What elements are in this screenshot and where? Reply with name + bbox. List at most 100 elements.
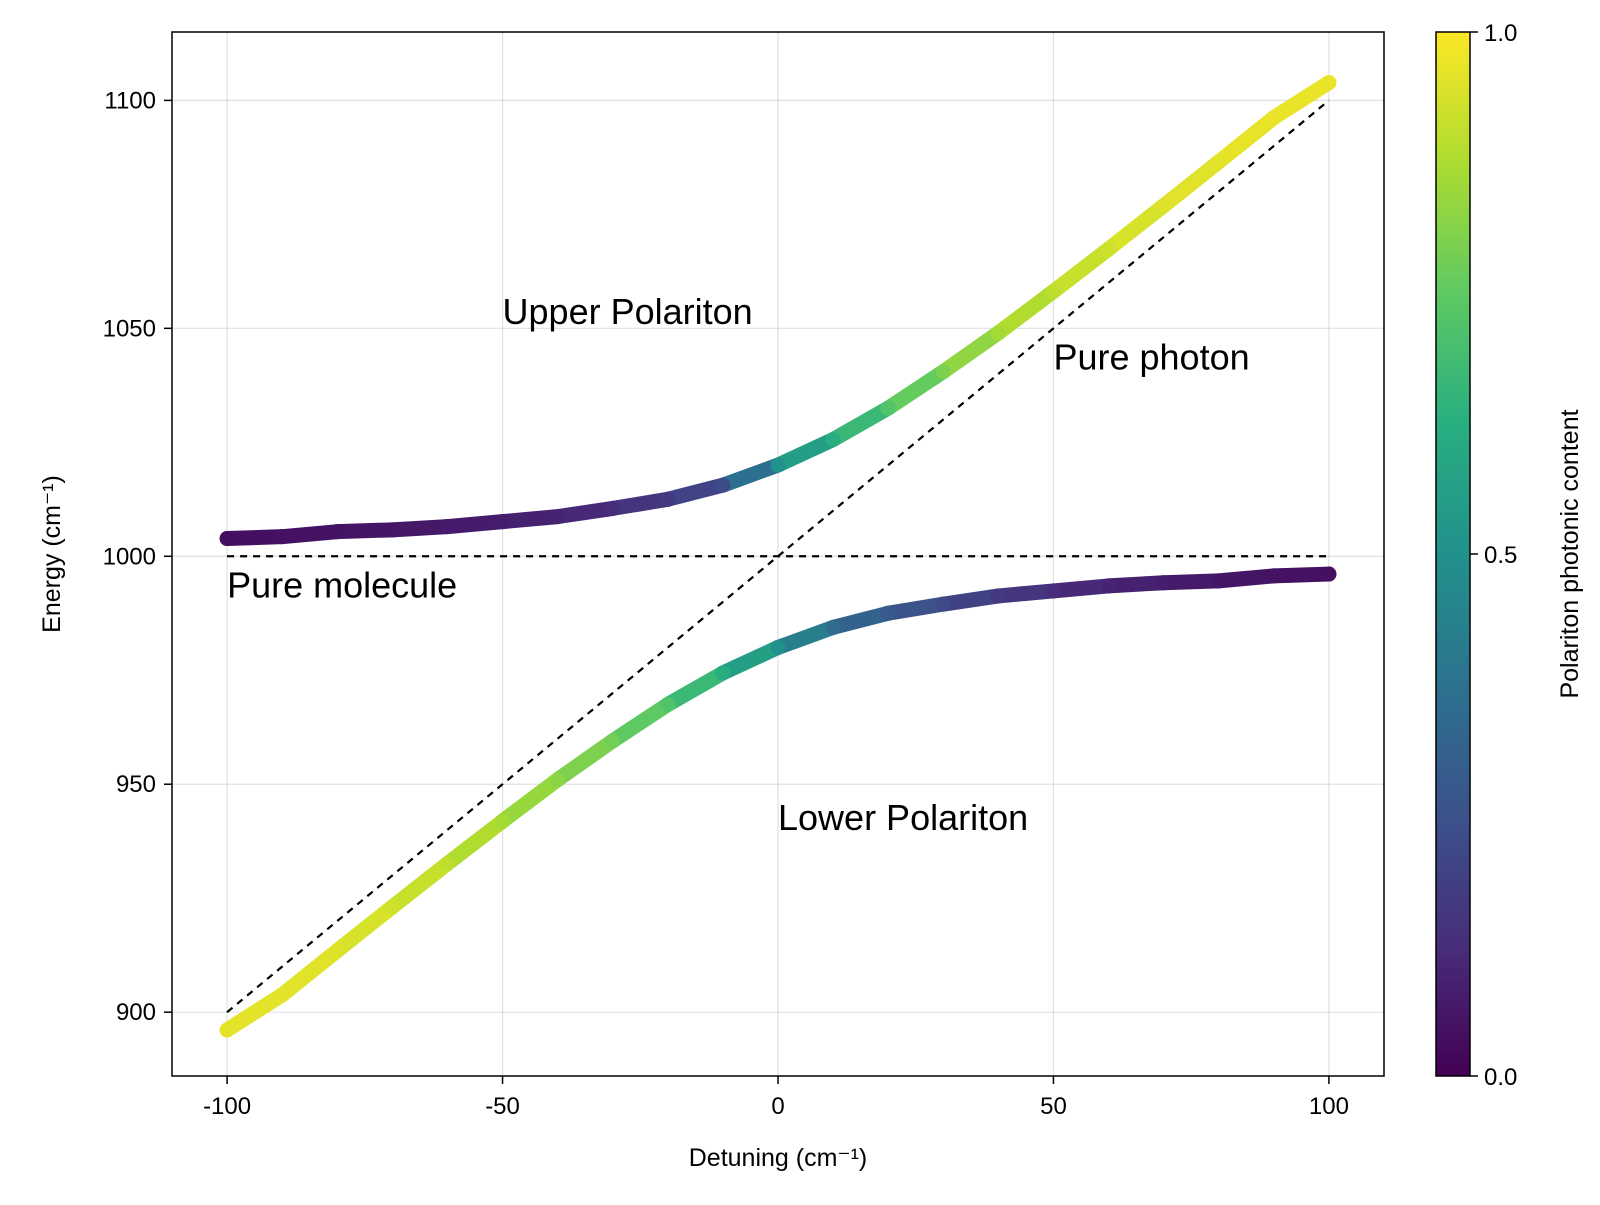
data-point: [1211, 154, 1227, 170]
colorbar-label: Polariton photonic content: [1556, 409, 1584, 698]
series-segment: [825, 400, 896, 448]
data-point: [605, 500, 621, 516]
data-point: [439, 856, 455, 872]
series-segment: [550, 500, 621, 525]
y-tick-label: 1100: [104, 87, 156, 114]
colorbar-tick-label: 0.5: [1484, 542, 1517, 569]
y-axis-label: Energy (cm⁻¹): [38, 475, 66, 633]
data-point: [1266, 110, 1282, 126]
data-point: [660, 696, 676, 712]
x-tick-label: -100: [203, 1093, 251, 1120]
data-point: [1211, 573, 1227, 589]
x-axis-ticks: -100 -50 0 50 100: [203, 1076, 1349, 1120]
series-segment: [825, 605, 896, 635]
y-tick-label: 900: [116, 999, 156, 1026]
data-point: [990, 588, 1006, 604]
data-point: [274, 987, 290, 1003]
data-point: [550, 772, 566, 788]
series-segment: [1101, 198, 1172, 257]
series-segment: [274, 943, 345, 1003]
series-segment: [550, 733, 621, 788]
series-segment: [329, 522, 400, 540]
data-point: [274, 529, 290, 545]
data-point: [770, 639, 786, 655]
x-tick-label: -50: [485, 1093, 520, 1120]
series-segment: [660, 665, 731, 712]
grid: [172, 32, 1384, 1076]
series-segment: [1266, 566, 1337, 584]
series-segment: [219, 987, 290, 1038]
series-segment: [1211, 568, 1282, 589]
series-segment: [274, 524, 345, 545]
data-point: [550, 509, 566, 525]
series-segment: [605, 491, 676, 516]
series-segment: [1156, 154, 1227, 214]
series-segment: [384, 856, 455, 915]
data-point: [1321, 566, 1337, 582]
series-segment: [715, 639, 786, 681]
data-point: [935, 596, 951, 612]
data-point: [384, 522, 400, 538]
series-segment: [715, 457, 786, 493]
series-segment: [935, 325, 1006, 380]
data-point: [935, 364, 951, 380]
series-segment: [439, 514, 511, 535]
reference-line-pure-photon: [226, 99, 1330, 1014]
series-segment: [770, 619, 841, 655]
series-segment: [439, 813, 511, 872]
series-segment: [990, 283, 1061, 341]
y-tick-label: 1000: [103, 543, 156, 570]
series-segment: [605, 696, 676, 749]
series-segment: [219, 529, 290, 546]
series-segment: [660, 477, 731, 507]
data-point: [1045, 583, 1061, 599]
series-segment: [1266, 75, 1337, 126]
x-tick-label: 50: [1040, 1093, 1067, 1120]
series-segment: [990, 583, 1061, 604]
colorbar: [1435, 31, 1471, 1077]
series-segment: [384, 519, 455, 538]
series-segment: [329, 899, 400, 959]
series-upper-polariton: [219, 75, 1337, 546]
annotation-pure-molecule: Pure molecule: [227, 564, 457, 605]
annotation-pure-photon: Pure photon: [1053, 336, 1249, 377]
series-segment: [1045, 241, 1117, 299]
data-point: [1156, 198, 1172, 214]
data-point: [219, 1022, 235, 1038]
series-segment: [935, 588, 1006, 612]
data-point: [329, 524, 345, 540]
series-segment: [880, 596, 951, 621]
data-point: [880, 605, 896, 621]
x-tick-label: 0: [771, 1093, 784, 1120]
colorbar-tick-label: 1.0: [1484, 20, 1517, 47]
y-axis-ticks: 900 950 1000 1050 1100: [103, 87, 172, 1026]
data-point: [825, 619, 841, 635]
data-point: [384, 899, 400, 915]
data-point: [1156, 575, 1172, 591]
data-point: [990, 325, 1006, 341]
colorbar-tick-label: 0.0: [1484, 1064, 1517, 1091]
series-segment: [1211, 110, 1282, 170]
reference-lines: [226, 99, 1330, 1014]
data-point: [439, 519, 455, 535]
series-segment: [1101, 575, 1172, 594]
data-point: [495, 813, 511, 829]
x-tick-label: 100: [1309, 1093, 1349, 1120]
series-lower-polariton: [219, 566, 1337, 1038]
data-point: [825, 432, 841, 448]
data-point: [715, 665, 731, 681]
annotations: Upper Polariton Pure photon Pure molecule L…: [227, 291, 1250, 838]
data-point: [605, 733, 621, 749]
data-point: [1101, 241, 1117, 257]
series-segment: [880, 364, 951, 416]
data-point: [715, 477, 731, 493]
data-point: [329, 943, 345, 959]
data-point: [770, 457, 786, 473]
series-segment: [770, 432, 841, 473]
x-axis-label: Detuning (cm⁻¹): [689, 1144, 868, 1172]
annotation-lower-polariton: Lower Polariton: [778, 797, 1028, 838]
data-point: [880, 400, 896, 416]
data-point: [495, 514, 511, 530]
